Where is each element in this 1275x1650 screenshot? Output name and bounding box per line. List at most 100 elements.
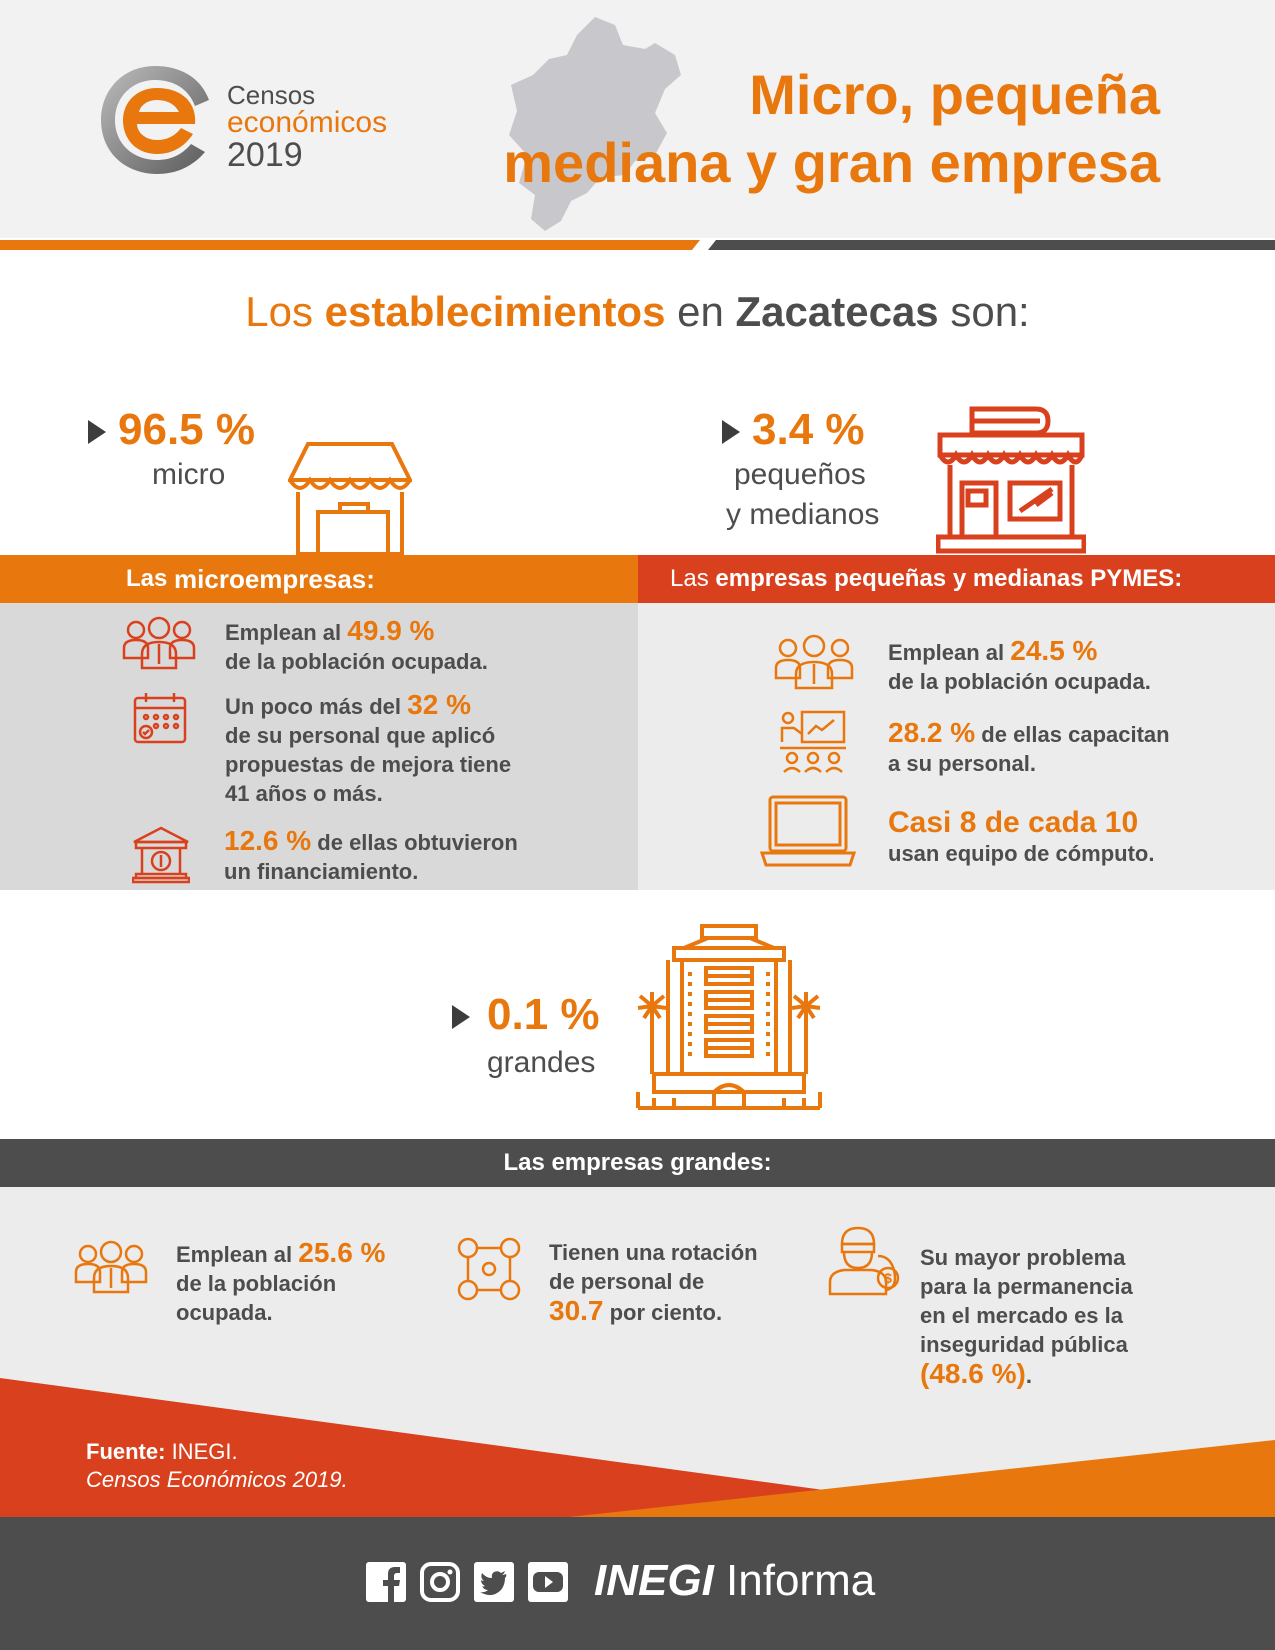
censos-logo: Censos económicos 2019 bbox=[95, 60, 425, 180]
people-group-icon bbox=[74, 1240, 148, 1294]
micro-item2-value: 32 % bbox=[407, 689, 471, 720]
grandes-item3-line3: en el mercado es la bbox=[920, 1303, 1123, 1328]
pymes-bar-bold: empresas pequeñas y medianas PYMES: bbox=[715, 565, 1183, 592]
micro-item1-pre: Emplean al bbox=[225, 620, 348, 645]
bank-icon bbox=[132, 826, 190, 884]
grandes-item3-line4: inseguridad pública bbox=[920, 1332, 1128, 1357]
pymes-bar bbox=[638, 555, 1275, 603]
pointer-icon bbox=[452, 1005, 470, 1029]
micro-item2-line4: 41 años o más. bbox=[225, 781, 383, 806]
source-doc: Censos Económicos 2019. bbox=[86, 1467, 348, 1492]
grandes-bar bbox=[0, 1139, 1275, 1187]
section-subtitle: Los establecimientos en Zacatecas son: bbox=[0, 288, 1275, 336]
subtitle-part4: Zacatecas bbox=[735, 288, 939, 335]
training-presentation-icon bbox=[780, 710, 846, 773]
zacatecas-map-icon bbox=[509, 17, 681, 231]
subtitle-part5: son: bbox=[938, 288, 1030, 335]
calendar-check-icon bbox=[133, 693, 187, 744]
micro-panel bbox=[0, 603, 638, 890]
micro-item2-text: Un poco más del 32 % de su personal que … bbox=[225, 690, 625, 808]
instagram-icon[interactable] bbox=[420, 1562, 460, 1602]
brand-light: Informa bbox=[713, 1556, 876, 1605]
micro-item2-line2: de su personal que aplicó bbox=[225, 723, 496, 748]
pymes-item2-value: 28.2 % bbox=[888, 717, 976, 748]
thief-icon: $ bbox=[828, 1226, 900, 1296]
staff-rotation-icon bbox=[457, 1237, 521, 1301]
pymes-percent: 3.4 % bbox=[752, 405, 865, 454]
grandes-item3-line2: para la permanencia bbox=[920, 1274, 1133, 1299]
grandes-item1-line3: ocupada. bbox=[176, 1300, 273, 1325]
source-label: Fuente: bbox=[86, 1439, 166, 1464]
micro-bar bbox=[0, 555, 638, 603]
pymes-item1-pre: Emplean al bbox=[888, 640, 1011, 665]
micro-item3-line2: un financiamiento. bbox=[224, 859, 419, 884]
grandes-item2-line2: de personal de bbox=[549, 1269, 705, 1294]
subtitle-part1: Los bbox=[245, 288, 325, 335]
pymes-item3-line2: usan equipo de cómputo. bbox=[888, 841, 1155, 866]
brand-bold: INEGI bbox=[594, 1556, 714, 1605]
laptop-icon bbox=[760, 795, 856, 867]
tall-building-icon bbox=[636, 924, 822, 1110]
pymes-item2-post: de ellas capacitan bbox=[975, 722, 1170, 747]
source-note: Fuente: INEGI. Censos Económicos 2019. bbox=[86, 1438, 348, 1494]
micro-bar-prefix: Las bbox=[126, 565, 175, 592]
grandes-item3-value: (48.6 %) bbox=[920, 1358, 1026, 1389]
micro-bar-bold: microempresas: bbox=[174, 563, 375, 594]
logo-year: 2019 bbox=[227, 136, 303, 174]
title-line1: Micro, pequeña bbox=[749, 63, 1160, 126]
youtube-icon[interactable] bbox=[528, 1562, 568, 1602]
micro-item3-text: 12.6 % de ellas obtuvieron un financiami… bbox=[224, 826, 624, 886]
grandes-label: grandes bbox=[487, 1046, 596, 1079]
micro-item1-text: Emplean al 49.9 % de la población ocupad… bbox=[225, 616, 625, 676]
censos-logo-icon bbox=[101, 66, 209, 174]
pymes-label-line2: y medianos bbox=[726, 498, 880, 531]
pymes-item2-text: 28.2 % de ellas capacitan a su personal. bbox=[888, 718, 1268, 778]
pymes-item3-value: Casi 8 de cada 10 bbox=[888, 806, 1139, 839]
title-line2: mediana y gran empresa bbox=[503, 131, 1160, 194]
grandes-item2-value: 30.7 bbox=[549, 1295, 604, 1326]
pymes-item1-value: 24.5 % bbox=[1010, 635, 1098, 666]
grandes-item3-post: . bbox=[1025, 1363, 1032, 1388]
pointer-icon bbox=[722, 420, 740, 444]
facebook-icon[interactable] bbox=[366, 1562, 406, 1602]
market-stall-icon bbox=[288, 442, 412, 556]
grandes-percent: 0.1 % bbox=[487, 990, 600, 1039]
storefront-icon bbox=[936, 406, 1086, 554]
micro-item1-line2: de la población ocupada. bbox=[225, 649, 488, 674]
twitter-icon[interactable] bbox=[474, 1562, 514, 1602]
pymes-label-line1: pequeños bbox=[734, 458, 866, 491]
inegi-informa-brand: INEGI Informa bbox=[594, 1556, 875, 1606]
grandes-item2-line1: Tienen una rotación bbox=[549, 1240, 758, 1265]
grandes-item1-line2: de la población bbox=[176, 1271, 337, 1296]
grandes-item3-line1: Su mayor problema bbox=[920, 1245, 1126, 1270]
logo-censos: Censos bbox=[227, 80, 316, 110]
micro-item2-pre: Un poco más del bbox=[225, 694, 408, 719]
header-divider bbox=[0, 240, 1275, 250]
grandes-item1-text: Emplean al 25.6 % de la población ocupad… bbox=[176, 1238, 446, 1327]
grandes-item2-post: por ciento. bbox=[603, 1300, 723, 1325]
pointer-icon bbox=[88, 420, 106, 444]
grandes-item2-text: Tienen una rotación de personal de 30.7 … bbox=[549, 1238, 819, 1327]
pymes-bar-prefix: Las bbox=[670, 565, 716, 592]
grandes-item1-value: 25.6 % bbox=[298, 1237, 386, 1268]
svg-text:$: $ bbox=[884, 1270, 892, 1286]
pymes-item3-text: Casi 8 de cada 10 usan equipo de cómputo… bbox=[888, 808, 1268, 868]
micro-item1-value: 49.9 % bbox=[347, 615, 435, 646]
grandes-item1-pre: Emplean al bbox=[176, 1242, 299, 1267]
micro-item2-line3: propuestas de mejora tiene bbox=[225, 752, 512, 777]
grandes-bar-title: Las empresas grandes: bbox=[503, 1149, 772, 1176]
micro-item3-post: de ellas obtuvieron bbox=[311, 830, 518, 855]
micro-item3-value: 12.6 % bbox=[224, 825, 312, 856]
pymes-item2-line2: a su personal. bbox=[888, 751, 1036, 776]
pymes-item1-text: Emplean al 24.5 % de la población ocupad… bbox=[888, 636, 1268, 696]
footer bbox=[0, 1517, 1275, 1650]
source-org: INEGI. bbox=[165, 1439, 238, 1464]
logo-economicos: económicos bbox=[227, 106, 388, 139]
decorative-swoosh bbox=[0, 1378, 1275, 1518]
micro-bar-title: Las microempresas: bbox=[126, 555, 375, 603]
subtitle-part3: en bbox=[665, 288, 736, 335]
micro-percent: 96.5 % bbox=[118, 405, 255, 454]
grandes-item3-text: Su mayor problema para la permanencia en… bbox=[920, 1243, 1220, 1390]
micro-label: micro bbox=[152, 458, 226, 491]
subtitle-part2: establecimientos bbox=[324, 288, 666, 335]
